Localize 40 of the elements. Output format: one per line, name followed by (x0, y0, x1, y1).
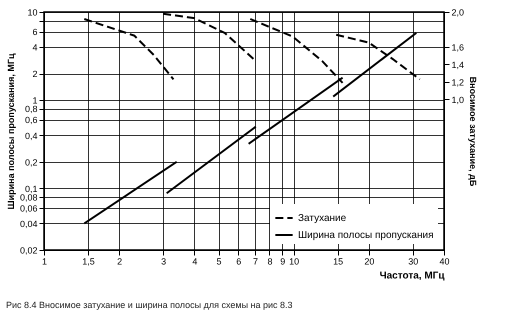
x-tick-label: 40 (439, 256, 450, 266)
y-tick-label: 10 (27, 8, 38, 18)
x-tick-label: 5 (216, 256, 222, 266)
y-tick-label: 4 (32, 42, 38, 53)
legend-label: Затухание (298, 213, 347, 224)
y2-tick-label: 2,0 (452, 8, 464, 18)
x-tick-label: 3 (161, 256, 166, 266)
y-tick-label: 0,02 (20, 246, 38, 256)
x-tick-label: 15 (333, 256, 344, 266)
y-tick-label: 0,06 (20, 203, 38, 214)
y-tick-label: 0,6 (24, 115, 38, 126)
x-tick-label: 2 (117, 256, 122, 266)
y-tick-label: 0,08 (20, 192, 38, 202)
legend-label: Ширина полосы пропускания (298, 230, 434, 241)
x-tick-label: 7 (252, 256, 258, 266)
x-tick-label: 1 (42, 256, 48, 266)
x-tick-label: 30 (408, 256, 418, 266)
y2-tick-label: 1,4 (452, 60, 464, 70)
y-tick-label: 1 (32, 96, 38, 106)
y-tick-label: 0,04 (20, 218, 38, 229)
y-tick-label: 0,2 (24, 157, 38, 168)
x-tick-label: 6 (236, 256, 242, 266)
y-tick-label: 0,8 (24, 104, 38, 114)
text: Рис 8.4 Вносимое затухание и ширина полосы для схемы на рис 8.3 (6, 300, 294, 310)
y-tick-label: 6 (32, 27, 38, 38)
x-tick-label: 10 (289, 256, 300, 266)
x-tick-label: 9 (280, 256, 286, 266)
y-tick-label: 0,4 (24, 130, 38, 141)
y2-tick-label: 1,0 (452, 95, 464, 105)
x-tick-label: 4 (192, 256, 198, 266)
y2-tick-label: 1,6 (452, 42, 464, 52)
x-tick-label: 1,5 (82, 256, 95, 266)
x-tick-label: 20 (364, 256, 374, 266)
x-tick-label: 8 (267, 256, 272, 266)
y-tick-label: 0,1 (24, 184, 38, 194)
y2-axis-title: Вносимое затухание, дБ (468, 76, 478, 187)
y2-tick-label: 1,2 (452, 78, 464, 88)
y-axis-title: Ширина полосы пропускания, МГц (6, 53, 16, 210)
x-axis-title: Частота, МГц (380, 270, 446, 282)
y-tick-label: 2 (32, 69, 38, 80)
